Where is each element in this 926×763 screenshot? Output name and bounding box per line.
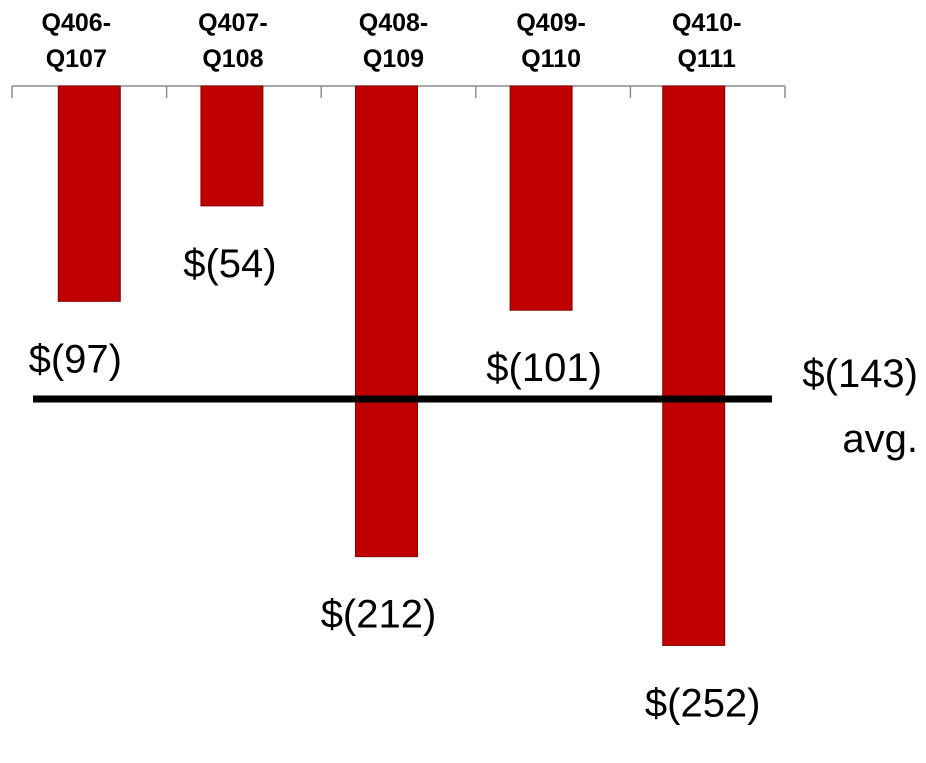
bar xyxy=(509,85,573,311)
category-label: Q410- xyxy=(672,9,741,37)
bars xyxy=(57,85,726,646)
labels: Q406- Q107 Q407- Q108 Q408- Q109 Q409- Q110 Q410… xyxy=(29,9,918,725)
data-label: $(252) xyxy=(645,681,761,725)
category-label: Q110 xyxy=(521,45,581,73)
average-label: $(143) xyxy=(802,352,918,396)
bar xyxy=(355,85,418,558)
average-label: avg. xyxy=(842,417,918,461)
data-label: $(212) xyxy=(321,593,437,637)
category-label: Q108 xyxy=(202,45,263,73)
category-label: Q109 xyxy=(363,45,424,73)
data-label: $(101) xyxy=(486,346,602,390)
data-label: $(54) xyxy=(183,242,276,286)
category-label: Q107 xyxy=(46,45,107,73)
category-label: Q408- xyxy=(359,9,428,37)
data-label: $(97) xyxy=(29,337,122,381)
category-label: Q111 xyxy=(677,45,735,73)
category-label: Q406- xyxy=(42,9,111,37)
bar xyxy=(57,85,121,302)
bar xyxy=(662,85,726,646)
category-label: Q409- xyxy=(516,9,585,37)
category-label: Q407- xyxy=(198,9,267,37)
bar xyxy=(200,85,264,207)
